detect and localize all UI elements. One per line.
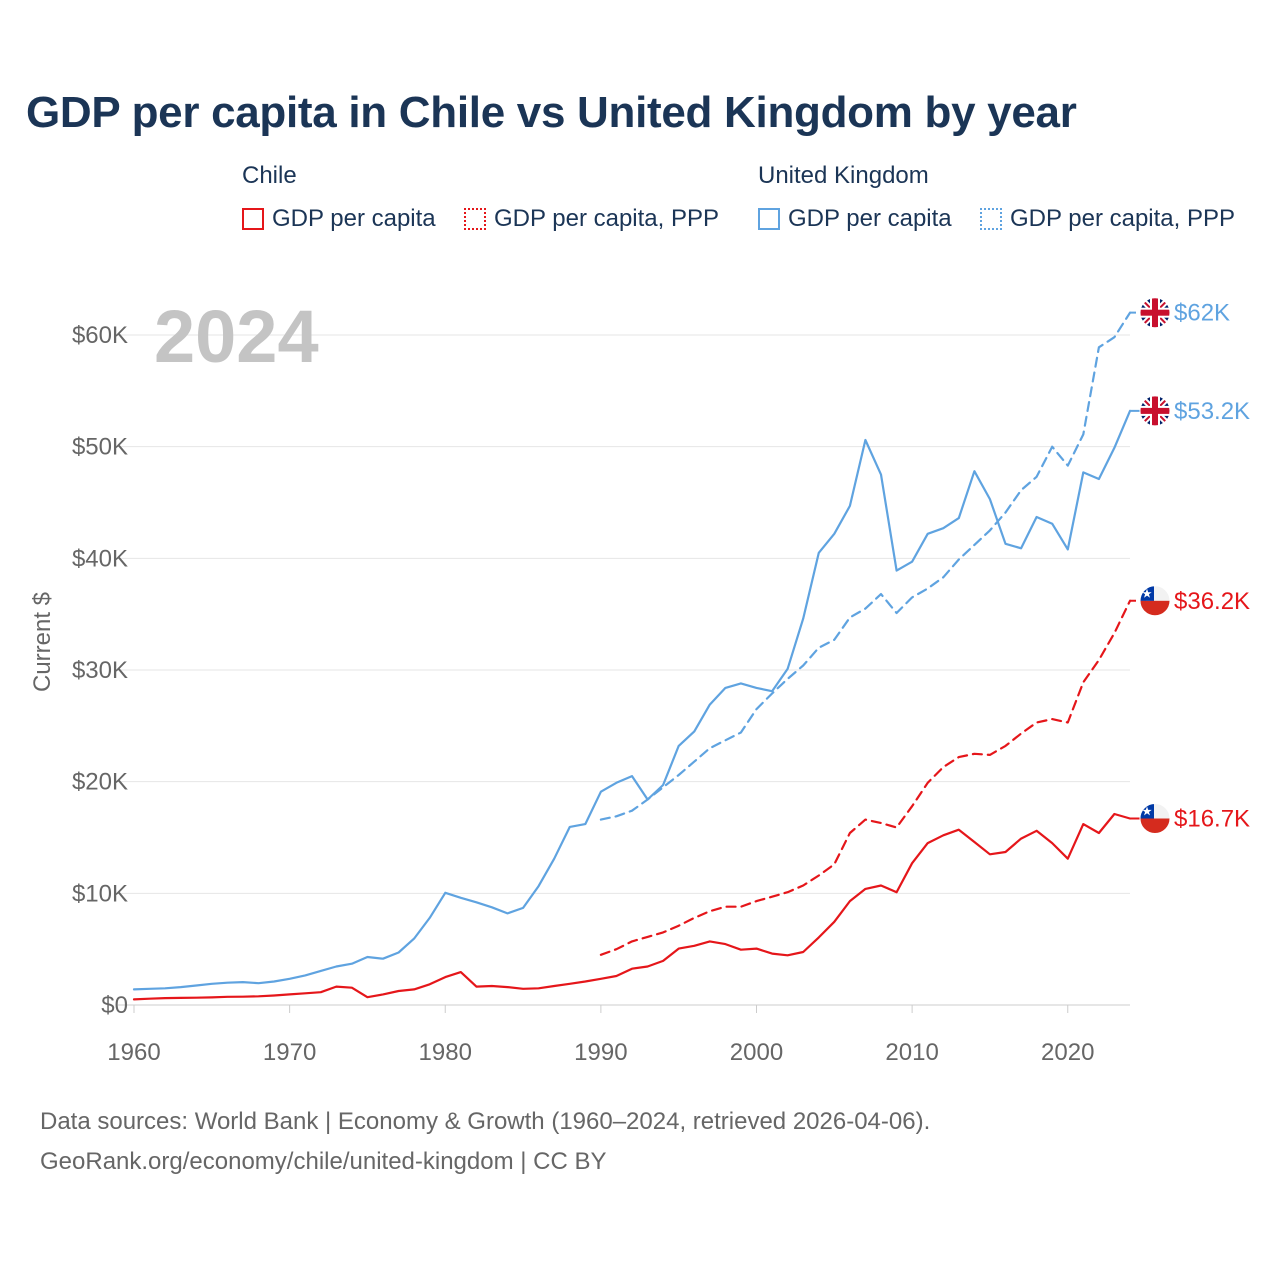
legend-chile-gdp[interactable]: GDP per capita (242, 205, 436, 233)
legend-uk-title: United Kingdom (758, 162, 929, 189)
chile-flag-icon (1139, 585, 1171, 617)
y-tick-label: $10K (72, 880, 128, 907)
year-watermark: 2024 (154, 295, 319, 378)
legend-uk-ppp-label: GDP per capita, PPP (1010, 205, 1235, 232)
x-tick-label: 2020 (1041, 1039, 1094, 1066)
grid-lines (118, 334, 1130, 1006)
y-tick-label: $30K (72, 657, 128, 684)
legend-uk-gdp[interactable]: GDP per capita (758, 205, 952, 233)
end-value-label: $36.2K (1174, 588, 1250, 615)
legend-chile-title: Chile (242, 162, 297, 189)
chart-title: GDP per capita in Chile vs United Kingdo… (26, 88, 1077, 137)
footer-sources: Data sources: World Bank | Economy & Gro… (40, 1108, 931, 1135)
end-value-label: $16.7K (1174, 806, 1250, 833)
axes: $0 $10K $20K $30K $40K $50K $60K 1960 1970 1980 19… (72, 322, 1095, 1066)
legend-uk-gdp-label: GDP per capita (788, 205, 952, 232)
line-chart: $0 $10K $20K $30K $40K $50K $60K 1960 1970 1980 19… (29, 295, 1250, 1066)
end-value-label: $62K (1174, 300, 1230, 327)
chile-flag-icon (1139, 803, 1171, 834)
series (132, 311, 1132, 1001)
legend-swatch-dotted-red (464, 208, 486, 230)
footer-url[interactable]: GeoRank.org/economy/chile/united-kingdom… (40, 1148, 607, 1175)
uk-flag-icon (1139, 395, 1171, 427)
y-tick-label: $40K (72, 545, 128, 572)
legend-swatch-dotted-blue (980, 208, 1002, 230)
legend-swatch-solid-blue (758, 208, 780, 230)
legend-chile-ppp[interactable]: GDP per capita, PPP (464, 205, 719, 233)
end-value-label: $53.2K (1174, 398, 1250, 425)
series-line-uk-gdp[interactable] (132, 409, 1132, 991)
x-tick-label: 1980 (419, 1039, 472, 1066)
x-tick-label: 2010 (885, 1039, 938, 1066)
series-line-uk-ppp[interactable] (599, 311, 1132, 821)
legend-uk-ppp[interactable]: GDP per capita, PPP (980, 205, 1235, 233)
y-tick-label: $50K (72, 434, 128, 461)
legend-chile-ppp-label: GDP per capita, PPP (494, 205, 719, 232)
end-labels: $53.2K $62K $36.2K $16.7K (1130, 297, 1250, 834)
series-line-chile-ppp[interactable] (599, 599, 1132, 956)
y-axis-label: Current $ (29, 592, 56, 692)
x-tick-label: 2000 (730, 1039, 783, 1066)
legend-chile-gdp-label: GDP per capita (272, 205, 436, 232)
y-tick-label: $20K (72, 769, 128, 796)
x-tick-label: 1990 (574, 1039, 627, 1066)
x-tick-label: 1970 (263, 1039, 316, 1066)
legend-swatch-solid-red (242, 208, 264, 230)
y-tick-label: $60K (72, 322, 128, 349)
y-tick-label: $0 (101, 992, 128, 1019)
uk-flag-icon (1139, 297, 1171, 329)
series-line-chile-gdp[interactable] (132, 812, 1132, 1001)
x-tick-label: 1960 (107, 1039, 160, 1066)
